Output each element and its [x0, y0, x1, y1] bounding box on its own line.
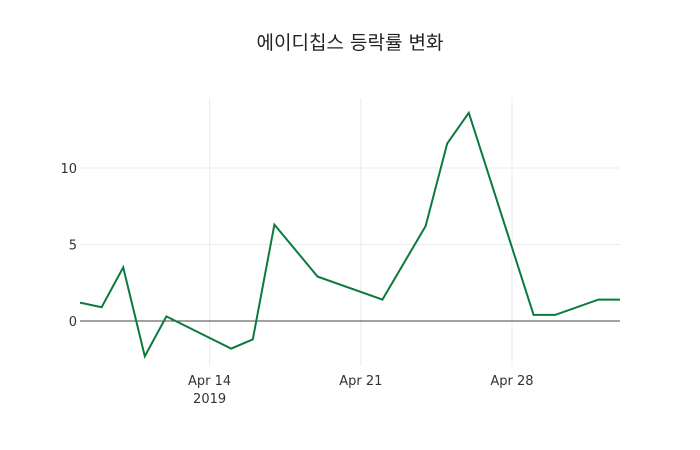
- y-tick-label: 5: [69, 238, 77, 253]
- x-tick-label: Apr 28: [490, 374, 533, 389]
- x-tick-label: Apr 21: [339, 374, 382, 389]
- series-polyline: [79, 110, 620, 359]
- x-axis-ticks: Apr 14 2019 Apr 21 Apr 28: [188, 374, 534, 407]
- series-line: [79, 110, 620, 359]
- x-tick-label: Apr 14: [188, 374, 231, 389]
- x-tick-year-label: 2019: [193, 392, 226, 407]
- chart-title: 에이디칩스 등락률 변화: [256, 32, 444, 54]
- y-tick-label: 0: [69, 315, 77, 330]
- y-tick-label: 10: [60, 162, 77, 177]
- y-axis-ticks: 0 5 10: [60, 162, 77, 330]
